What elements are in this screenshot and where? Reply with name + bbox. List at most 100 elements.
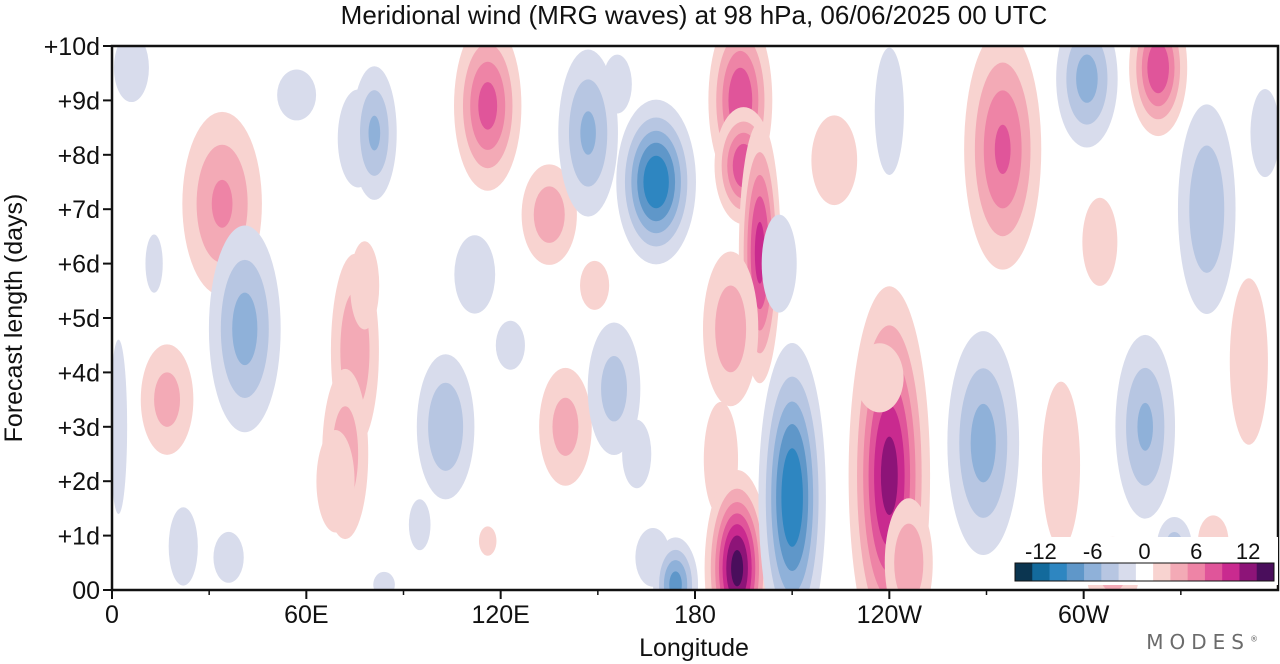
contour-level-neg-2 [373,571,395,590]
brand-registered-mark: ® [1250,634,1258,644]
contour-level-pos-2 [811,115,858,206]
wind-anomaly-42 [855,343,904,413]
wind-anomaly-18 [454,46,522,191]
y-tick-label: +10d [44,33,100,61]
colorbar-swatch [1015,563,1033,581]
contour-level-neg-6 [1137,402,1153,451]
colorbar-label: 0 [1138,539,1150,564]
x-tick-label: 180 [674,601,716,629]
wind-anomaly-24 [558,49,618,217]
contour-level-pos-4 [533,186,565,243]
wind-anomaly-38 [758,343,826,590]
contour-level-neg-2 [112,339,128,514]
contour-level-neg-2 [454,235,496,314]
colorbar-swatch [1239,563,1258,581]
wind-anomaly-55 [1250,88,1278,178]
wind-anomaly-23 [521,164,577,265]
colorbar-swatch [1135,563,1154,581]
colorbar-label: 6 [1190,539,1202,564]
colorbar-swatch [1084,563,1102,581]
wind-anomaly-50 [1115,334,1176,519]
contour-level-neg-4 [601,356,628,422]
colorbar-swatch [1101,563,1120,581]
wind-anomaly-43 [884,498,933,590]
colorbar: -12 -6 0 6 12 [1011,537,1278,585]
x-tick-label: 60E [284,601,328,629]
contour-level-pos-4 [552,397,579,456]
wind-anomaly-7 [277,69,317,121]
colorbar-border [1014,562,1275,582]
wind-anomaly-27 [616,99,696,265]
contour-level-neg-2 [761,214,797,313]
contour-level-neg-6 [970,403,996,483]
wind-anomaly-52 [1129,46,1188,137]
contour-level-neg-2 [113,46,149,103]
colorbar-swatch [1222,563,1240,581]
y-tick-label: +9d [58,87,100,115]
wind-anomaly-49 [1082,197,1118,286]
colorbar-swatch [1204,563,1223,581]
contour-level-pos-14 [731,550,744,587]
contour-level-neg-2 [602,54,632,114]
contour-level-neg-6 [580,111,596,155]
wind-anomaly-0 [112,339,128,514]
y-tick-label: 00 [72,577,100,605]
contour-level-neg-2 [277,69,317,121]
wind-anomaly-2 [140,344,194,455]
x-axis-label: Longitude [639,634,749,662]
wind-anomaly-11 [316,429,355,533]
contour-level-pos-4 [894,523,924,590]
contour-level-neg-2 [213,531,244,583]
wind-anomaly-53 [1177,104,1236,315]
contour-level-neg-2 [495,320,525,370]
contour-level-pos-2 [350,241,380,330]
colorbar-label: -6 [1083,539,1103,564]
y-axis-label: Forecast length (days) [0,194,28,443]
contour-level-neg-4 [1189,145,1225,273]
colorbar-swatch [1118,563,1137,581]
wind-anomaly-8 [213,531,244,583]
wind-anomaly-31 [653,537,699,590]
x-tick-label: 0 [105,601,119,629]
contour-level-pos-2 [1229,278,1268,445]
contour-level-pos-2 [478,526,497,556]
wind-anomaly-28 [602,54,632,114]
contour-level-neg-10 [643,155,669,209]
wind-anomaly-14 [351,66,397,200]
contour-level-neg-6 [1076,54,1098,103]
wind-anomaly-6 [208,225,281,433]
x-tick-label: 60W [1058,601,1110,629]
y-tick-label: +6d [58,251,100,279]
wind-anomaly-1 [113,46,149,103]
contour-level-pos-2 [316,429,355,533]
contour-level-neg-2 [408,499,431,551]
wind-anomaly-19 [454,235,496,314]
contour-level-pos-4 [154,372,181,427]
wind-anomaly-39 [761,214,797,313]
wind-anomaly-3 [168,507,198,586]
wind-anomaly-26 [587,322,641,455]
colorbar-label: 12 [1236,539,1260,564]
contour-level-neg-6 [232,292,258,366]
y-tick-label: +4d [58,359,100,387]
wind-anomaly-4 [145,234,163,293]
wind-anomaly-46 [964,46,1042,270]
colorbar-swatch [1256,563,1275,581]
wind-anomaly-47 [1041,381,1081,549]
wind-anomaly-12 [350,241,380,330]
contour-level-neg-2 [168,507,198,586]
wind-anomaly-20 [495,320,525,370]
contour-level-pos-12 [880,436,898,515]
y-tick-label: +5d [58,305,100,333]
contour-level-neg-2 [874,47,904,175]
wind-anomaly-22 [539,367,592,486]
colorbar-label: -12 [1025,539,1057,564]
wind-anomaly-48 [1056,46,1118,148]
contour-level-pos-2 [855,343,904,413]
wind-anomaly-44 [874,47,904,175]
contour-level-neg-6 [368,115,381,151]
wind-anomaly-16 [408,499,431,551]
contour-level-neg-2 [622,419,652,489]
colorbar-swatch [1066,563,1085,581]
